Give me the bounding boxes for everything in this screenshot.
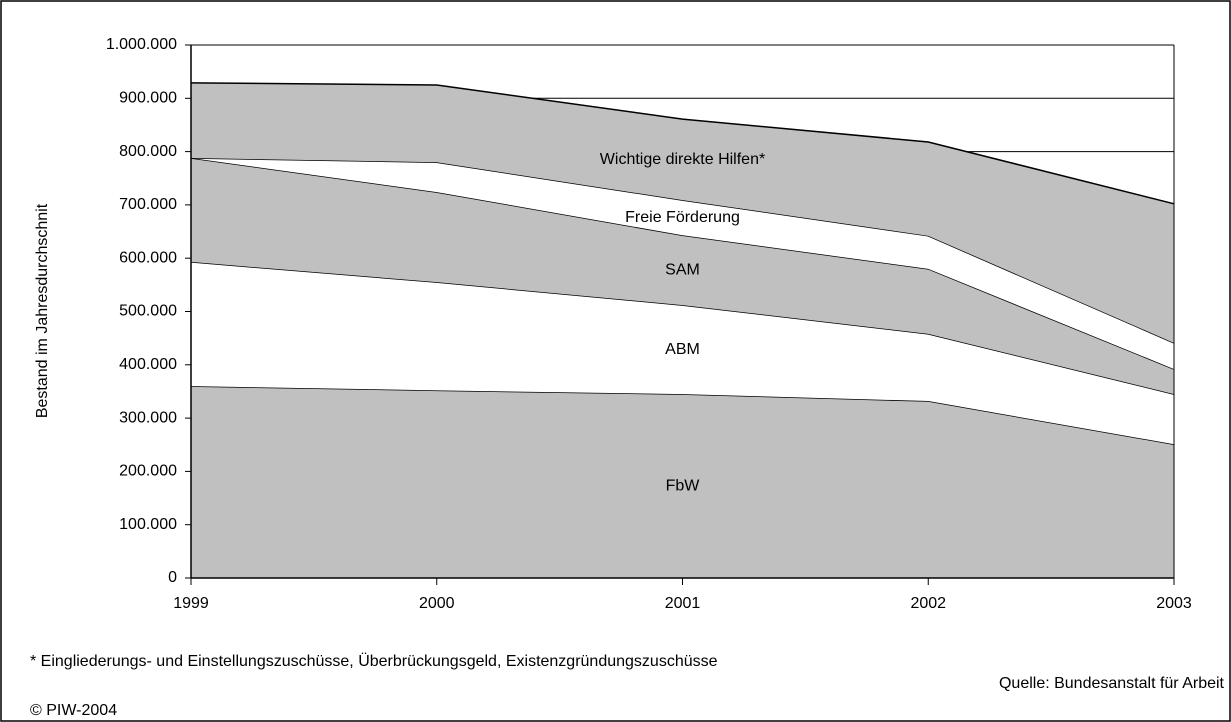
y-tick-label: 500.000 — [119, 303, 177, 320]
footnote: * Eingliederungs- und Einstellungszuschü… — [30, 652, 718, 670]
y-tick-label: 600.000 — [119, 249, 177, 266]
x-tick-label: 1999 — [173, 595, 209, 612]
x-tick-label: 2000 — [419, 595, 455, 612]
source: Quelle: Bundesanstalt für Arbeit — [999, 675, 1225, 692]
y-tick-label: 400.000 — [119, 356, 177, 373]
area — [191, 82, 1174, 343]
y-tick-label: 300.000 — [119, 409, 177, 426]
y-tick-label: 100.000 — [119, 516, 177, 533]
y-tick-label: 0 — [168, 569, 177, 586]
copyright: © PIW-2004 — [30, 702, 117, 719]
area-line — [190, 82, 1175, 205]
area — [191, 261, 1174, 445]
area-label: FbW — [666, 477, 701, 494]
area-label: Freie Förderung — [625, 209, 740, 226]
y-tick-label: 1.000.000 — [106, 36, 177, 53]
area-label: Wichtige direkte Hilfen* — [600, 151, 765, 168]
x-tick-label: 2003 — [1156, 595, 1192, 612]
y-tick-label: 200.000 — [119, 463, 177, 480]
x-tick-label: 2001 — [665, 595, 701, 612]
y-axis-title: Bestand im Jahresdurchschnit — [34, 203, 51, 418]
x-tick-label: 2002 — [910, 595, 946, 612]
area-label: SAM — [665, 261, 700, 278]
y-tick-label: 800.000 — [119, 143, 177, 160]
area-label: ABM — [665, 341, 700, 358]
y-tick-label: 700.000 — [119, 196, 177, 213]
area — [191, 157, 1174, 395]
y-tick-label: 900.000 — [119, 90, 177, 107]
area — [191, 386, 1174, 578]
